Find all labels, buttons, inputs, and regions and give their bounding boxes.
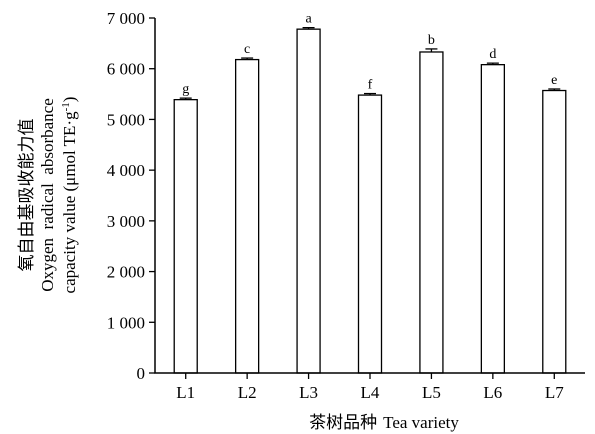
y-axis-title-en-line1: Oxygen radical absorbance (38, 98, 57, 292)
y-tick-label: 3 000 (107, 212, 145, 231)
significance-label-L3: a (305, 12, 312, 27)
y-axis-title-cn: 氧自由基吸收能力值 (17, 119, 37, 272)
x-tick-label-L3: L3 (299, 383, 318, 402)
significance-label-L2: c (244, 42, 250, 57)
y-tick-label: 2 000 (107, 263, 145, 282)
significance-label-L7: e (551, 73, 557, 88)
y-tick-label: 7 000 (107, 9, 145, 28)
x-tick-label-L7: L7 (545, 383, 564, 402)
x-axis-title-en: Tea variety (383, 413, 459, 432)
x-ticks: L1 L2 L3 L4 L5 L6 L7 (176, 373, 564, 402)
y-tick-label: 6 000 (107, 60, 145, 79)
bar-L4 (357, 94, 383, 374)
x-tick-label-L2: L2 (238, 383, 257, 402)
bar-L3 (296, 28, 321, 374)
significance-label-L1: g (182, 82, 189, 97)
bar-L1 (173, 99, 198, 374)
x-tick-label-L1: L1 (176, 383, 195, 402)
y-axis-title: 氧自由基吸收能力值 Oxygen radical absorbance capa… (17, 97, 79, 294)
y-tick-label: 5 000 (107, 110, 145, 129)
significance-label-L4: f (368, 78, 373, 93)
y-tick-label: 0 (137, 364, 146, 383)
bar-L7 (542, 89, 567, 374)
bar-L5 (419, 51, 444, 374)
significance-label-L6: d (489, 47, 496, 62)
y-axis-title-en-line2: capacity value (μmol TE·g-1) (60, 97, 79, 294)
bars: g c a f b d e (173, 12, 567, 374)
x-axis-title: 茶树品种 Tea variety (309, 413, 459, 433)
bar-L6 (480, 64, 506, 374)
bar-L2 (234, 58, 260, 374)
y-tick-label: 4 000 (107, 161, 145, 180)
significance-label-L5: b (428, 33, 435, 48)
x-tick-label-L6: L6 (483, 383, 502, 402)
y-axis-title-en-sup: -1 (60, 102, 72, 111)
x-tick-label-L5: L5 (422, 383, 441, 402)
y-axis-title-en-close: ) (60, 97, 79, 103)
y-tick-label: 1 000 (107, 313, 145, 332)
x-tick-label-L4: L4 (361, 383, 380, 402)
y-ticks: 0 1 000 2 000 3 000 4 000 5 000 6 000 7 000 (107, 9, 155, 383)
y-axis-title-en-main: capacity value (μmol TE·g (60, 111, 79, 294)
axes (154, 18, 585, 374)
x-axis-title-cn: 茶树品种 (309, 413, 377, 433)
